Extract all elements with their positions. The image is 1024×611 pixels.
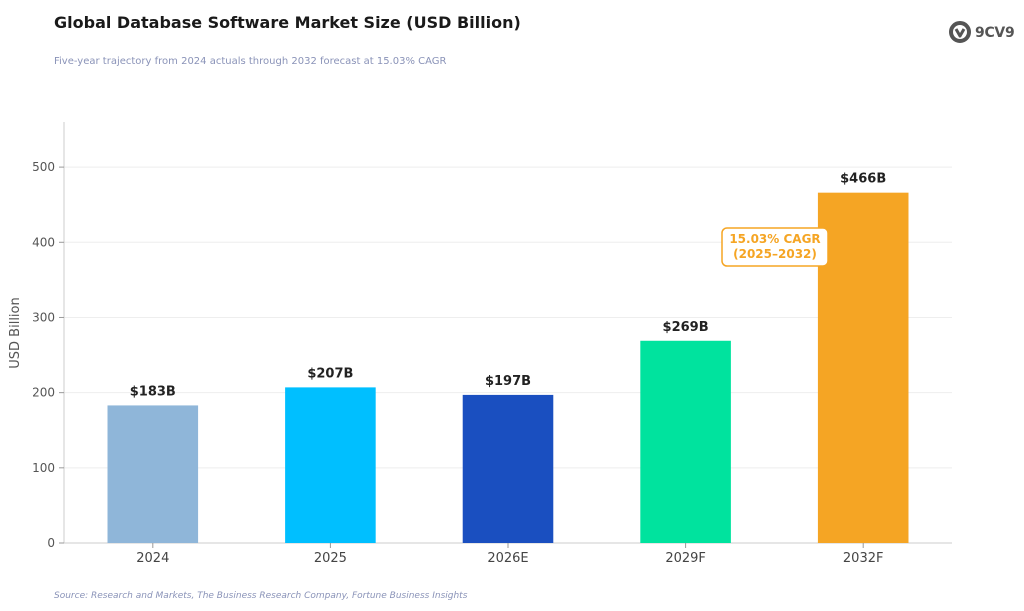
cagr-annotation-box bbox=[721, 227, 829, 267]
data-label-2029F: $269B bbox=[663, 320, 709, 335]
data-label-2032F: $466B bbox=[840, 172, 886, 187]
data-label-2025: $207B bbox=[307, 366, 353, 381]
data-labels: $183B $207B $197B $269B $466B bbox=[130, 172, 886, 400]
cagr-annotation-line-2: (2025–2032) bbox=[733, 247, 817, 261]
bar-2026E bbox=[462, 394, 554, 543]
y-tick-label: 0 bbox=[47, 536, 55, 550]
y-tick-labels: 0 100 200 300 400 500 bbox=[32, 160, 64, 550]
cagr-annotation: 15.03% CAGR (2025–2032) bbox=[721, 227, 829, 267]
y-axis-title: USD Billion bbox=[8, 297, 23, 368]
y-tick-label: 200 bbox=[32, 386, 55, 400]
x-tick-label-2025: 2025 bbox=[314, 551, 347, 566]
brand-logo: 9CV9 bbox=[948, 18, 1018, 48]
y-tick-label: 400 bbox=[32, 235, 55, 249]
bars bbox=[107, 192, 909, 544]
bar-2029F bbox=[640, 340, 731, 543]
y-tick-label: 300 bbox=[32, 310, 55, 324]
x-tick-label-2024: 2024 bbox=[136, 551, 169, 566]
data-label-2026E: $197B bbox=[485, 374, 531, 389]
y-tick-label: 500 bbox=[32, 160, 55, 174]
x-tick-labels: 2024 2025 2026E 2029F 2032F bbox=[136, 543, 883, 566]
y-tick-label: 100 bbox=[32, 461, 55, 475]
data-label-2024: $183B bbox=[130, 384, 176, 399]
bar-2032F bbox=[817, 192, 909, 544]
x-tick-label-2026E: 2026E bbox=[487, 551, 528, 566]
logo-mark-icon bbox=[949, 21, 971, 43]
cagr-annotation-line-1: 15.03% CAGR bbox=[729, 232, 820, 246]
logo-text: 9CV9 bbox=[975, 25, 1015, 41]
x-tick-label-2032F: 2032F bbox=[843, 551, 884, 566]
x-tick-label-2029F: 2029F bbox=[665, 551, 706, 566]
chart-subtitle: Five-year trajectory from 2024 actuals t… bbox=[54, 56, 447, 67]
source-note: Source: Research and Markets, The Busine… bbox=[54, 591, 468, 601]
bar-2025 bbox=[285, 387, 376, 543]
chart-title: Global Database Software Market Size (US… bbox=[54, 13, 521, 32]
bar-2024 bbox=[107, 405, 199, 543]
